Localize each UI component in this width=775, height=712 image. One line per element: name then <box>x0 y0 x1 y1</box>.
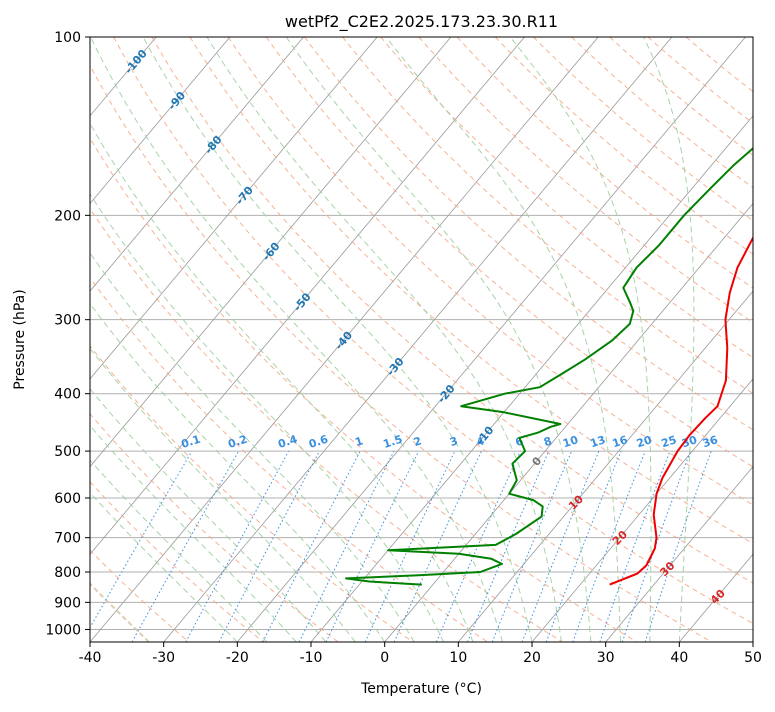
y-tick-label: 600 <box>54 491 81 507</box>
mixing-ratio-label: 0.1 <box>180 433 203 451</box>
mixing-ratio-line <box>365 451 455 642</box>
mixing-ratio-line <box>492 451 571 642</box>
isotherm-line <box>0 37 9 642</box>
y-tick-label: 100 <box>54 30 81 46</box>
y-tick-label: 900 <box>54 595 81 611</box>
mixing-ratio-label: 25 <box>660 433 679 450</box>
x-tick-label: -40 <box>79 650 102 666</box>
isotherm-line <box>753 37 775 642</box>
moist-adiabat-line <box>0 37 385 642</box>
y-tick-label: 1000 <box>45 622 81 638</box>
isotherm-line <box>0 37 304 642</box>
mixing-ratio-line <box>326 451 419 642</box>
y-tick-label: 300 <box>54 313 81 329</box>
moist-adiabat-line <box>0 37 355 642</box>
mixing-ratio-line <box>186 451 289 642</box>
y-tick-label: 700 <box>54 531 81 547</box>
dry-adiabat-line <box>228 37 775 642</box>
dry-adiabat-line <box>572 37 775 642</box>
isotherm-line <box>0 37 230 642</box>
mixing-ratio-line <box>573 451 646 642</box>
isotherm-line <box>0 37 377 642</box>
mixing-ratio-label: 3 <box>448 434 459 449</box>
isotherm-label: -100 <box>122 47 150 77</box>
y-tick-label: 800 <box>54 565 81 581</box>
mixing-ratio-label: 0.2 <box>226 433 249 451</box>
x-tick-label: 40 <box>670 650 688 666</box>
x-tick-label: 50 <box>744 650 762 666</box>
mixing-ratio-label: 13 <box>589 433 608 450</box>
x-tick-label: 0 <box>380 650 389 666</box>
dry-adiabat-line <box>190 37 775 642</box>
mixing-ratio-label: 2 <box>412 434 423 449</box>
moist-adiabat-line <box>207 37 562 642</box>
dry-adiabat-line <box>0 37 338 642</box>
mixing-ratio-line <box>219 451 320 642</box>
x-tick-label: -30 <box>152 650 175 666</box>
mixing-ratio-line <box>299 451 394 642</box>
mixing-ratio-label: 20 <box>635 433 654 450</box>
mixing-ratio-line <box>546 451 621 642</box>
chart-title: wetPf2_C2E2.2025.173.23.30.R11 <box>285 12 558 32</box>
moist-adiabat-line <box>91 37 503 642</box>
dry-adiabat-line <box>648 37 775 642</box>
y-tick-label: 400 <box>54 387 81 403</box>
dry-adiabat-line <box>495 37 775 642</box>
moist-adiabat-line <box>0 37 296 642</box>
dry-adiabat-line <box>0 37 264 642</box>
mixing-ratio-line <box>600 451 670 642</box>
isotherm-line <box>385 37 775 642</box>
isotherm-line <box>606 37 775 642</box>
dry-adiabat-line <box>0 37 562 642</box>
x-tick-label: -20 <box>226 650 249 666</box>
mixing-ratio-label: 1.5 <box>382 433 405 451</box>
moist-adiabat-line <box>0 37 237 642</box>
x-axis-label: Temperature (°C) <box>360 681 482 697</box>
mixing-ratio-line <box>622 451 690 642</box>
x-tick-label: 30 <box>597 650 615 666</box>
y-tick-label: 200 <box>54 208 81 224</box>
mixing-ratio-line <box>132 451 239 642</box>
y-axis-label: Pressure (hPa) <box>12 289 28 389</box>
dry-adiabat-line <box>0 37 189 642</box>
mixing-ratio-label: 1 <box>353 434 364 449</box>
isotherm-line <box>311 37 775 642</box>
dry-adiabat-line <box>419 37 775 642</box>
dry-adiabat-line <box>610 37 775 642</box>
x-tick-label: 20 <box>523 650 541 666</box>
dewpoint-profile-line <box>346 37 775 585</box>
x-tick-label: -10 <box>300 650 323 666</box>
mixing-ratio-line <box>522 451 599 642</box>
dry-adiabat-line <box>381 37 775 642</box>
x-tick-label: 10 <box>449 650 467 666</box>
mixing-ratio-label: 0.4 <box>276 432 299 450</box>
mixing-ratio-line <box>263 451 360 642</box>
mixing-ratio-label: 16 <box>611 433 630 450</box>
mixing-ratio-label: 8 <box>542 434 553 449</box>
mixing-ratio-line <box>82 451 192 642</box>
y-tick-label: 500 <box>54 444 81 460</box>
dry-adiabat-line <box>114 37 775 642</box>
mixing-ratio-label: 10 <box>561 433 580 450</box>
